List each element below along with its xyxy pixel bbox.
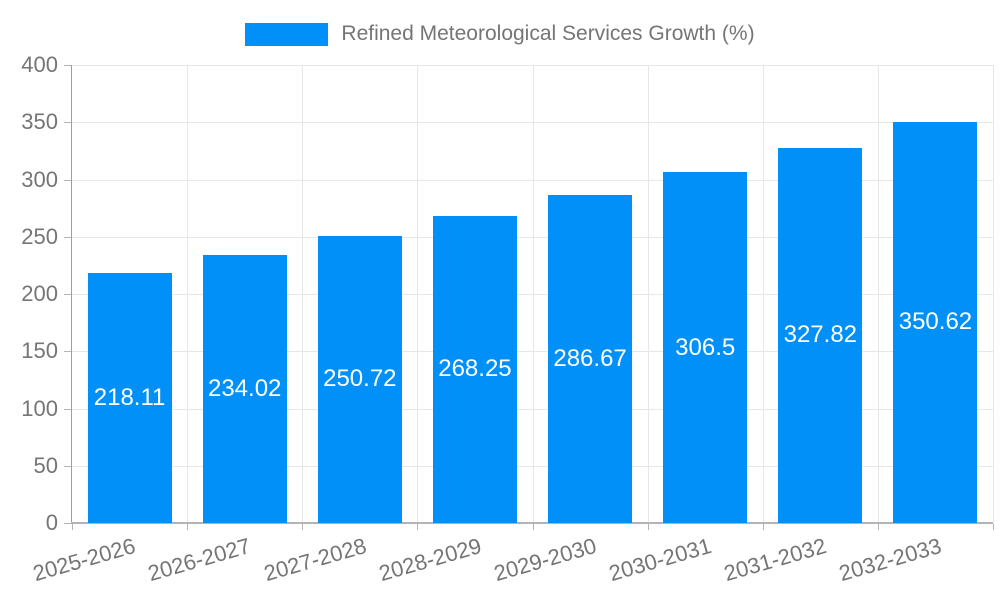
x-tick-mark [877,524,879,530]
bar-value-label: 250.72 [323,365,397,393]
x-axis-tick-label: 2030-2031 [606,533,715,587]
x-axis-tick-label: 2029-2030 [490,533,599,587]
gridline [877,65,879,523]
bar[interactable] [663,172,748,523]
y-axis-tick-label: 50 [33,452,58,478]
x-axis-tick-label: 2032-2033 [836,533,945,587]
y-tick-mark [64,523,72,524]
y-axis-tick-label: 250 [21,223,58,249]
legend-label: Refined Meteorological Services Growth (… [341,22,755,45]
bar[interactable] [548,194,633,523]
y-axis-tick-label: 300 [21,166,58,192]
y-tick-mark [64,351,72,353]
x-axis-tick-label: 2031-2032 [721,533,830,587]
gridline [762,65,764,523]
bar-value-label: 234.02 [207,375,282,403]
y-tick-mark [64,465,72,467]
x-tick-mark [647,524,649,530]
x-tick-mark [993,524,994,530]
y-tick-mark [64,65,72,66]
x-tick-mark [302,524,304,530]
bar[interactable] [317,235,402,523]
bar[interactable] [432,215,517,523]
y-axis-tick-label: 350 [21,109,58,135]
y-axis-line [71,65,72,523]
gridline [417,65,419,523]
plot-area: 218.11 234.02 250.72 268.25 286.67 306.5 327.8… [64,65,994,530]
y-tick-mark [64,122,72,124]
bar[interactable] [893,121,978,523]
bar-value-label: 350.62 [898,308,973,336]
bar-value-label: 327.82 [783,321,858,349]
bar-value-label: 268.25 [438,355,512,383]
x-axis-tick-label: 2028-2029 [375,533,484,587]
x-tick-mark [72,524,73,530]
y-axis-tick-label: 100 [21,395,58,421]
bar[interactable] [87,273,172,523]
x-axis-tick-label: 2027-2028 [260,533,369,587]
y-axis-tick-label: 150 [21,338,58,364]
bar[interactable] [202,255,287,523]
x-tick-mark [762,524,764,530]
y-tick-mark [64,294,72,295]
x-axis-tick-label: 2025-2026 [30,533,139,587]
bar[interactable] [778,147,863,523]
x-tick-mark [187,524,189,530]
x-axis-tick-label: 2026-2027 [145,533,254,587]
y-axis-tick-label: 0 [45,510,58,535]
x-axis-baseline [71,522,993,524]
y-tick-mark [64,408,72,410]
bar-value-label: 218.11 [93,384,166,412]
y-axis-tick-label: 200 [21,281,58,306]
gridline [993,65,994,523]
gridline [187,65,189,523]
y-axis-tick-label: 400 [21,52,58,77]
gridline [532,65,534,523]
gridline [302,65,304,523]
legend-swatch[interactable] [245,22,329,46]
x-tick-mark [532,524,534,530]
gridline [647,65,649,523]
y-tick-mark [64,236,72,238]
bar-value-label: 306.5 [675,333,736,361]
y-tick-mark [64,179,72,181]
bar-value-label: 286.67 [553,344,627,372]
legend: Refined Meteorological Services Growth (… [0,20,1000,48]
x-tick-mark [417,524,419,530]
